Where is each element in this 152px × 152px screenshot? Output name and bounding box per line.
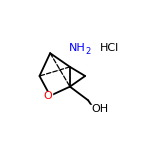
Text: OH: OH (91, 104, 108, 114)
Bar (44, 92, 52, 100)
Bar (66, 44, 84, 52)
Text: 2: 2 (85, 47, 91, 56)
Text: HCl: HCl (100, 43, 120, 53)
Text: NH: NH (69, 43, 86, 53)
Bar (87, 105, 101, 114)
Text: O: O (43, 91, 52, 101)
